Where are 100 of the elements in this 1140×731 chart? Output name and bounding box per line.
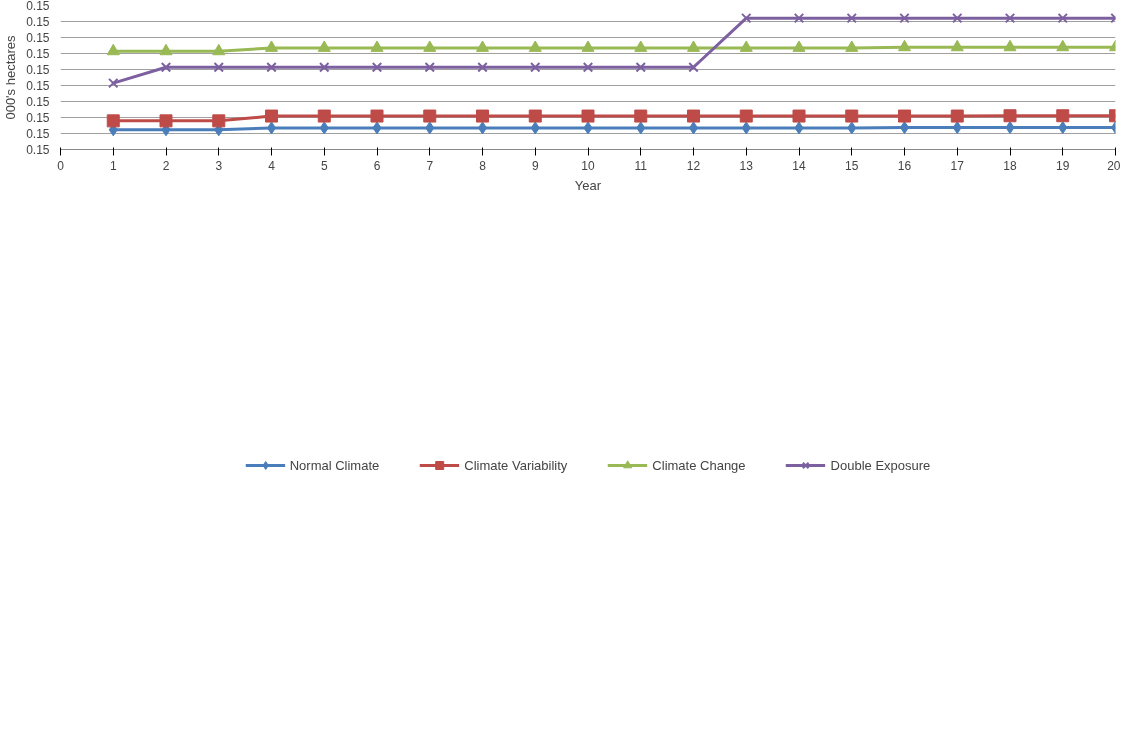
x-tick-label: 18 xyxy=(1003,158,1017,173)
x-tick-label: 14 xyxy=(792,158,806,173)
point xyxy=(528,40,542,52)
x-tick-label: 4 xyxy=(268,158,276,173)
x-tick-label: 19 xyxy=(1056,158,1070,173)
point xyxy=(950,109,964,123)
x-tick-label: 1 xyxy=(109,158,117,173)
point xyxy=(1003,39,1017,52)
x-tick-label: 20 xyxy=(1107,158,1121,173)
point xyxy=(1004,12,1016,24)
point xyxy=(265,109,278,123)
point xyxy=(793,12,805,24)
point xyxy=(424,62,435,73)
legend-label: Climate Variability xyxy=(464,457,568,473)
point xyxy=(792,109,806,123)
y-tick-label: 0.15 xyxy=(26,95,50,109)
x-tick-label: 6 xyxy=(373,158,381,173)
point xyxy=(317,109,331,123)
point xyxy=(160,62,172,73)
x-tick-label: 13 xyxy=(739,158,754,173)
x-tick-label: 11 xyxy=(634,158,648,173)
point xyxy=(792,40,806,52)
point xyxy=(371,62,383,73)
x-tick-label: 9 xyxy=(531,158,539,173)
point xyxy=(899,12,910,24)
point xyxy=(581,109,595,123)
y-tick-label: 0.15 xyxy=(26,143,50,157)
x-tick-label: 12 xyxy=(686,158,701,173)
point xyxy=(845,40,859,52)
point xyxy=(1056,39,1070,52)
point xyxy=(319,121,329,135)
point xyxy=(952,12,963,24)
y-tick-label: 0.15 xyxy=(26,79,50,93)
point xyxy=(1058,121,1068,135)
x-tick-label: 3 xyxy=(215,158,223,173)
y-tick-label: 0.15 xyxy=(26,0,50,13)
point xyxy=(898,109,911,123)
point xyxy=(317,40,331,52)
point xyxy=(635,62,646,73)
point xyxy=(528,109,542,123)
point xyxy=(212,114,226,128)
point xyxy=(266,62,277,73)
point xyxy=(423,109,437,123)
x-tick-label: 17 xyxy=(950,158,965,173)
x-tick-label: 7 xyxy=(426,158,434,173)
x-tick-label: 0 xyxy=(57,158,65,173)
legend-label: Climate Change xyxy=(652,457,746,473)
point xyxy=(265,40,278,52)
point xyxy=(106,114,120,128)
x-tick-label: 5 xyxy=(320,158,328,173)
point xyxy=(634,109,648,123)
point xyxy=(372,121,382,135)
point xyxy=(583,121,593,135)
point xyxy=(847,121,857,135)
point xyxy=(212,43,226,56)
point xyxy=(636,121,646,135)
point xyxy=(687,40,700,52)
point xyxy=(582,62,594,73)
point xyxy=(1056,109,1070,123)
point xyxy=(370,109,384,123)
point xyxy=(741,12,752,24)
point xyxy=(370,40,384,52)
point xyxy=(1005,121,1015,135)
legend-label: Normal Climate xyxy=(289,457,380,473)
x-tick-label: 8 xyxy=(479,158,487,173)
point xyxy=(476,109,489,123)
point xyxy=(950,39,964,52)
point xyxy=(739,109,753,123)
point xyxy=(846,12,857,24)
point xyxy=(634,40,648,52)
point xyxy=(319,62,330,73)
point xyxy=(794,121,804,135)
point xyxy=(159,114,173,128)
point xyxy=(741,121,751,135)
y-tick-label: 0.15 xyxy=(26,127,50,141)
y-tick-label: 0.15 xyxy=(26,63,50,77)
x-tick-label: 10 xyxy=(581,158,595,173)
y-axis-title: 000's hectares xyxy=(3,34,19,120)
point xyxy=(477,62,488,73)
point xyxy=(739,40,753,52)
point xyxy=(530,62,541,73)
x-axis-title: Year xyxy=(574,177,602,193)
point xyxy=(106,43,120,56)
point xyxy=(476,40,489,52)
point xyxy=(952,121,962,135)
legend-label: Double Exposure xyxy=(830,457,931,473)
x-tick-label: 15 xyxy=(845,158,859,173)
point xyxy=(213,62,224,73)
point xyxy=(898,39,911,52)
point xyxy=(845,109,859,123)
point xyxy=(1003,109,1017,123)
point xyxy=(688,62,699,73)
y-tick-label: 0.15 xyxy=(26,111,50,125)
point xyxy=(581,40,595,52)
y-tick-label: 0.15 xyxy=(26,15,50,29)
point xyxy=(530,121,540,135)
x-tick-label: 2 xyxy=(162,158,170,173)
point xyxy=(425,121,435,135)
point xyxy=(687,109,700,123)
y-tick-label: 0.15 xyxy=(26,47,50,61)
